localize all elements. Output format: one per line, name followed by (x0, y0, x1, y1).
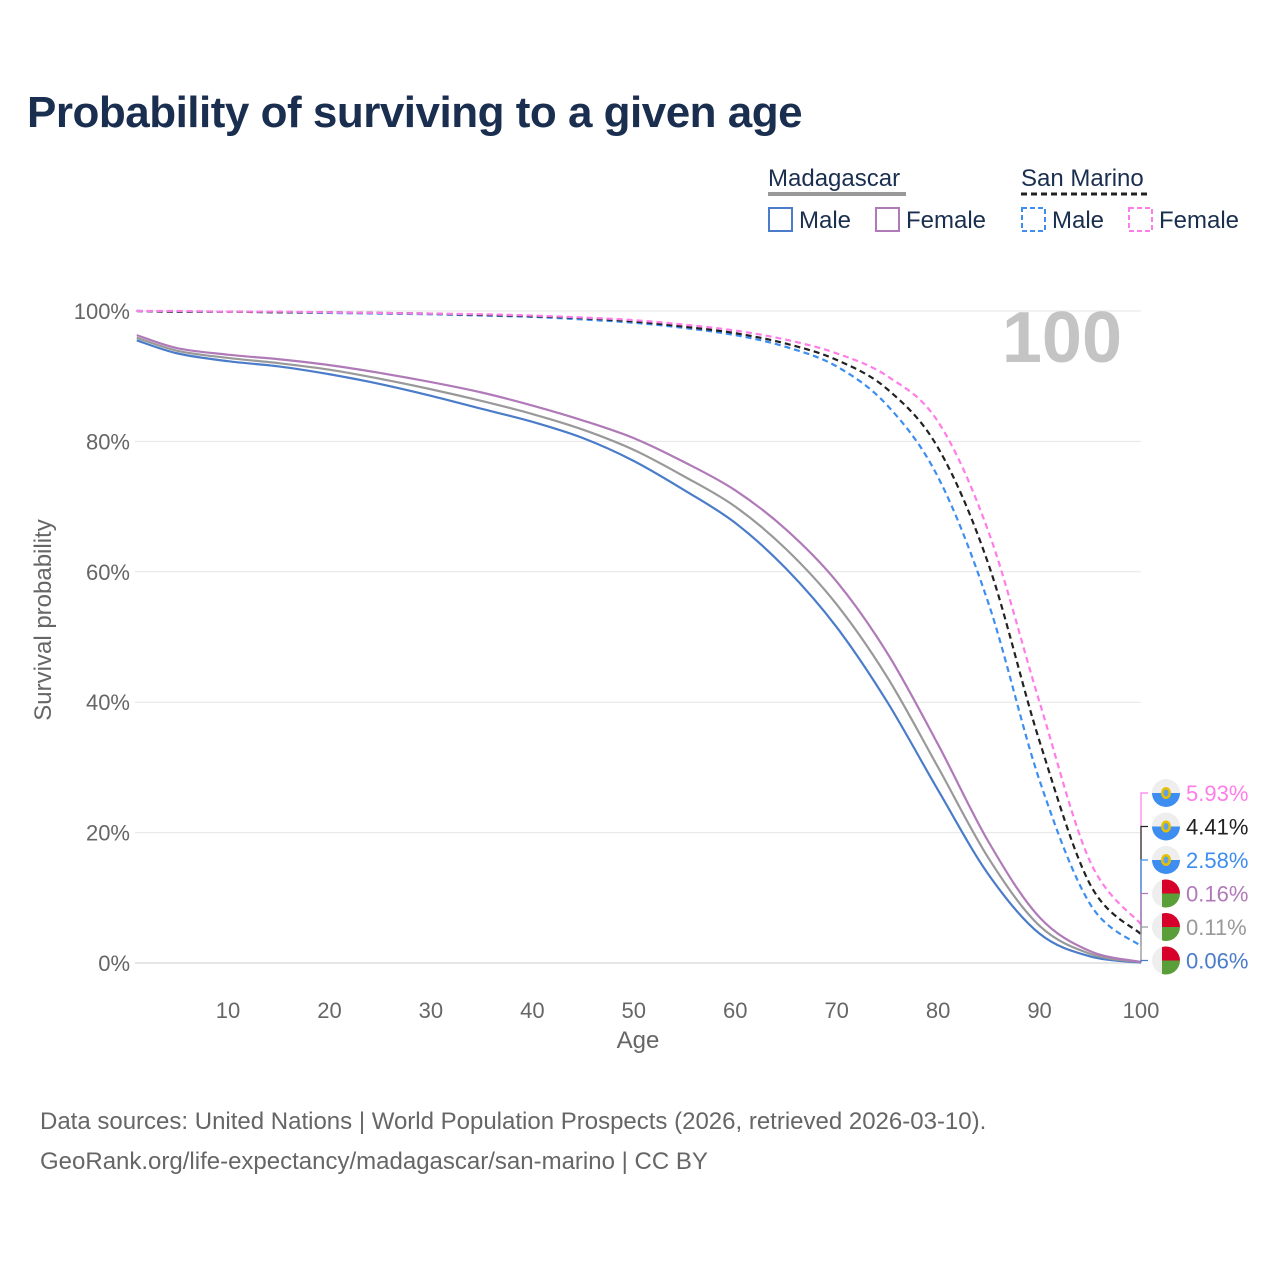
san-marino-flag-icon (1152, 846, 1180, 874)
legend-group-madagascar: Madagascar (768, 165, 900, 192)
x-tick-label: 70 (824, 998, 848, 1023)
x-tick-label: 50 (622, 998, 646, 1023)
san-marino-flag-icon (1152, 779, 1180, 807)
legend-mg-male: Male (799, 207, 851, 234)
x-tick-label: 30 (419, 998, 443, 1023)
flag-emblem-inner (1163, 856, 1169, 864)
series-line-san-marino-female (136, 309, 1142, 926)
y-tick-label: 20% (86, 821, 130, 846)
madagascar-flag-icon (1152, 913, 1180, 941)
y-axis-label: Survival probability (30, 519, 57, 720)
x-tick-label: 90 (1027, 998, 1051, 1023)
series-line-madagascar-female (136, 334, 1142, 964)
legend-swatch-mg-female (875, 207, 900, 232)
end-label-connector (1140, 892, 1148, 962)
x-tick-label: 80 (926, 998, 950, 1023)
x-tick-label: 10 (216, 998, 240, 1023)
y-tick-label: 0% (98, 951, 130, 976)
chart-title: Probability of surviving to a given age (27, 88, 803, 137)
end-value-label: 2.58% (1186, 848, 1248, 873)
flag-green (1162, 893, 1180, 908)
flag-blue (1152, 860, 1180, 874)
end-label-connector (1140, 859, 1148, 947)
x-tick-label: 40 (520, 998, 544, 1023)
flag-blue (1152, 826, 1181, 841)
legend-swatch-sm-female (1128, 207, 1153, 232)
end-label-connector (1140, 926, 1148, 963)
flag-green (1162, 960, 1180, 975)
x-axis-label: Age (617, 1027, 660, 1054)
legend-sm-female: Female (1159, 207, 1239, 234)
flag-emblem-inner (1163, 823, 1169, 830)
end-value-label: 0.16% (1186, 882, 1248, 907)
legend-group-san-marino: San Marino (1021, 165, 1144, 192)
end-value-label: 0.11% (1186, 915, 1247, 940)
end-value-label: 5.93% (1186, 781, 1248, 806)
end-value-label: 4.41% (1186, 815, 1248, 840)
legend-swatch-sm-male (1021, 207, 1046, 232)
x-tick-label: 20 (317, 998, 341, 1023)
legend-sm-male: Male (1052, 207, 1104, 234)
x-tick-label: 100 (1123, 998, 1160, 1023)
age-indicator: 100 (1002, 298, 1122, 378)
source-line-1: Data sources: United Nations | World Pop… (40, 1108, 987, 1135)
end-label-connector (1140, 825, 1148, 935)
series-line-san-marino-male (136, 309, 1142, 948)
end-label-connector (1140, 792, 1148, 925)
legend-swatch-mg-male (768, 207, 793, 232)
end-value-label: 0.06% (1186, 949, 1248, 974)
flag-red (1162, 913, 1180, 927)
series-line-san-marino-total (136, 309, 1142, 936)
san-marino-flag-icon (1152, 812, 1181, 841)
y-tick-label: 80% (86, 429, 130, 454)
madagascar-flag-icon (1152, 946, 1180, 975)
source-line-2[interactable]: GeoRank.org/life-expectancy/madagascar/s… (40, 1148, 708, 1175)
madagascar-flag-icon (1152, 879, 1180, 908)
x-tick-label: 60 (723, 998, 747, 1023)
flag-red (1162, 879, 1180, 894)
flag-emblem-inner (1163, 789, 1169, 797)
y-tick-label: 60% (86, 560, 130, 585)
series-line-madagascar-total (136, 336, 1142, 964)
end-label-connector (1140, 959, 1148, 963)
flag-blue (1152, 793, 1180, 807)
flag-green (1162, 927, 1180, 941)
legend: Madagascar Male Female San Marino Male F… (768, 165, 1239, 234)
flag-red (1162, 946, 1180, 961)
legend-mg-female: Female (906, 207, 986, 234)
series-line-madagascar-male (136, 339, 1142, 964)
y-tick-label: 100% (74, 299, 130, 324)
y-tick-label: 40% (86, 690, 130, 715)
